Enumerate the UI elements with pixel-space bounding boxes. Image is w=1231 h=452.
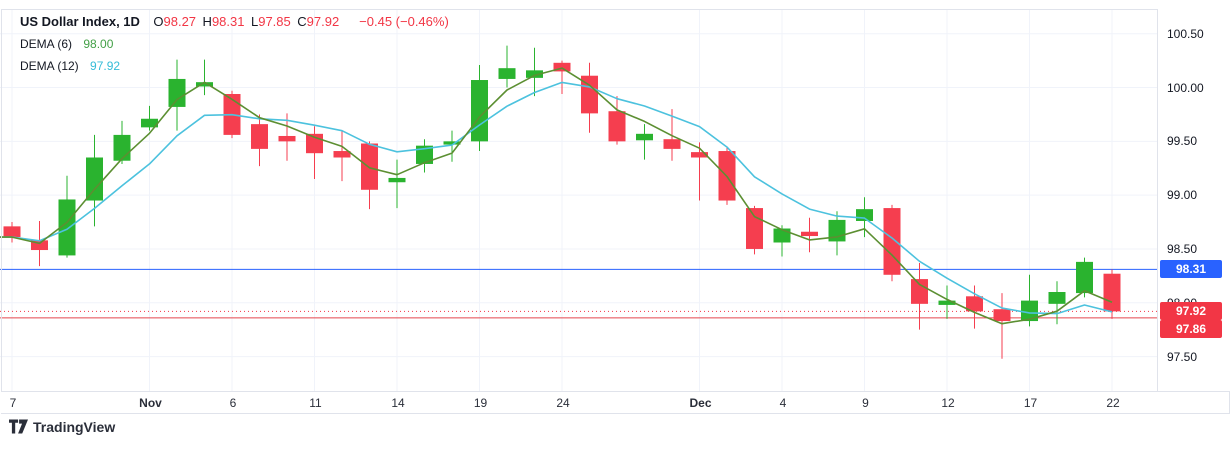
dema12-line	[0, 81, 1113, 315]
candle-body-down	[801, 231, 818, 237]
candle-body-down	[1103, 273, 1121, 312]
candle-body-down	[31, 240, 48, 251]
price-axis-label: 100.00	[1167, 80, 1204, 95]
candle-body-down	[663, 139, 681, 149]
candle-body-up	[443, 141, 461, 145]
time-axis-label: 22	[1106, 396, 1120, 410]
dema12-value: 97.92	[90, 59, 121, 73]
price-axis-label: 100.50	[1167, 26, 1204, 41]
candle-body-up	[388, 177, 406, 183]
symbol-title: US Dollar Index, 1D	[20, 14, 140, 29]
tradingview-attribution[interactable]: TradingView	[9, 418, 115, 435]
candle-body-up	[113, 134, 131, 161]
time-axis-label: 11	[309, 396, 322, 410]
ohlc-prefix: H	[202, 14, 212, 29]
ohlc-value: 98.31	[211, 14, 251, 29]
price-badge: 97.86	[1160, 320, 1222, 339]
candle-body-down	[361, 143, 378, 190]
time-axis-label: 9	[862, 396, 869, 410]
price-axis-label: 97.50	[1167, 349, 1198, 364]
change-value: −0.45 (−0.46%)	[359, 14, 449, 29]
candle-body-up	[856, 209, 873, 221]
candle-body-up	[773, 228, 791, 243]
time-axis-label: 17	[1023, 396, 1038, 410]
candle-body-down	[993, 309, 1011, 322]
candle-body-up	[471, 80, 488, 142]
candle-body-down	[608, 111, 626, 142]
candle-body-up	[168, 78, 186, 107]
legend-indicator-dema6[interactable]: DEMA (6) 98.00	[20, 35, 449, 53]
ohlc-prefix: C	[297, 14, 307, 29]
candle-body-up	[86, 157, 103, 201]
chart-plot-area[interactable]	[0, 9, 1157, 391]
candle-body-down	[746, 208, 763, 249]
price-axis-label: 99.50	[1167, 134, 1198, 149]
time-axis-label: 24	[556, 396, 570, 410]
candle-body-up	[498, 68, 516, 79]
time-axis-label: 14	[391, 396, 405, 410]
time-axis[interactable]: 7 Nov 6 11 14 19 24 Dec 4 9 12 17 22	[1, 391, 1229, 413]
candle-body-down	[278, 135, 296, 142]
time-axis-label: 12	[941, 396, 955, 410]
price-axis-label: 98.50	[1167, 241, 1198, 256]
chart-legend: US Dollar Index, 1D O98.27 H98.31 L97.85…	[20, 13, 449, 79]
candle-body-down	[966, 296, 983, 312]
dema6-value: 98.00	[83, 37, 114, 51]
ohlc-values: O98.27 H98.31 L97.85 C97.92	[153, 14, 345, 29]
dema6-label: DEMA (6)	[20, 37, 73, 51]
candle-body-up	[526, 70, 543, 78]
legend-symbol-row[interactable]: US Dollar Index, 1D O98.27 H98.31 L97.85…	[20, 13, 449, 31]
candle-body-down	[691, 152, 708, 158]
ohlc-value: 98.27	[163, 14, 203, 29]
candle-body-up	[416, 145, 433, 164]
time-axis-month-label: Nov	[139, 396, 162, 410]
dema12-label: DEMA (12)	[20, 59, 79, 73]
time-axis-label: 4	[779, 396, 787, 410]
candle-body-up	[636, 133, 653, 141]
time-axis-label: 7	[9, 396, 17, 410]
candle-body-down	[883, 208, 901, 275]
candle-body-down	[553, 62, 571, 72]
candle-body-up	[1076, 261, 1093, 294]
time-axis-label: 6	[229, 396, 237, 410]
candle-body-down	[251, 124, 268, 149]
candle-body-up	[196, 82, 213, 87]
tradingview-logo-text: TradingView	[33, 418, 116, 435]
time-axis-label: 19	[473, 396, 488, 410]
candle-body-down	[3, 226, 21, 238]
tradingview-logo-icon	[9, 419, 28, 434]
legend-indicator-dema12[interactable]: DEMA (12) 97.92	[20, 57, 449, 75]
candle-body-down	[911, 279, 928, 304]
candle-body-up	[1021, 300, 1038, 322]
price-axis-label: 99.00	[1167, 188, 1198, 203]
candle-body-up	[58, 199, 76, 256]
price-badge: 97.92	[1160, 302, 1222, 321]
ohlc-prefix: L	[250, 14, 259, 29]
ohlc-prefix: O	[153, 14, 164, 29]
time-axis-month-label: Dec	[689, 396, 712, 410]
candle-body-down	[581, 75, 598, 114]
candle-body-up	[141, 118, 158, 128]
dema6-line	[0, 67, 1113, 325]
candle-body-up	[1048, 292, 1066, 304]
candle-body-down	[333, 151, 351, 158]
price-axis[interactable]: 100.50100.0099.5099.0098.5098.0097.5098.…	[1157, 9, 1230, 391]
candle-body-up	[938, 300, 956, 305]
price-badge: 98.31	[1160, 260, 1222, 279]
ohlc-value: 97.92	[306, 14, 346, 29]
ohlc-value: 97.85	[258, 14, 298, 29]
